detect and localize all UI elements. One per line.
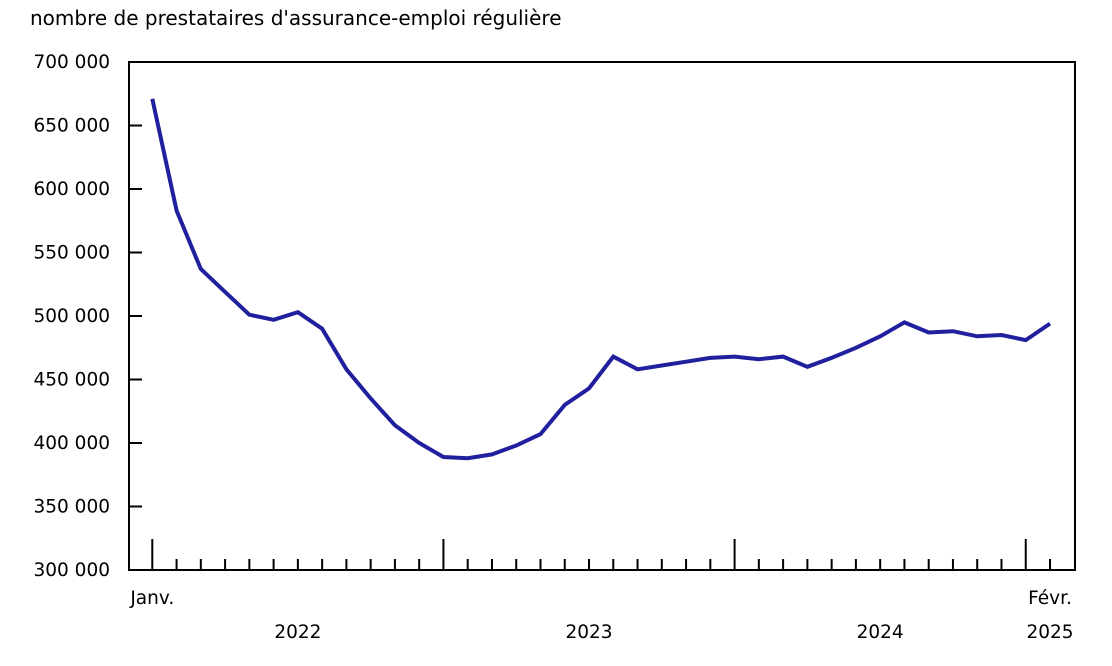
y-tick-label: 450 000 — [33, 370, 110, 391]
x-end-label: Févr. — [1028, 588, 1072, 609]
y-axis-ticks — [130, 124, 142, 508]
x-axis-ticks — [151, 539, 1051, 569]
y-tick-label: 400 000 — [33, 433, 110, 454]
year-label: 2023 — [565, 622, 612, 643]
y-tick-label: 700 000 — [33, 52, 110, 73]
y-tick-label: 350 000 — [33, 497, 110, 518]
year-label: 2024 — [857, 622, 904, 643]
plot-border — [128, 61, 1076, 571]
y-tick-label: 300 000 — [33, 560, 110, 581]
year-label: 2025 — [1026, 622, 1073, 643]
chart-title: nombre de prestataires d'assurance-emplo… — [30, 6, 562, 30]
y-tick-label: 550 000 — [33, 243, 110, 264]
y-axis-labels: 700 000 650 000 600 000 550 000 500 000 450 0… — [33, 52, 110, 581]
y-tick-label: 500 000 — [33, 306, 110, 327]
y-tick-label: 650 000 — [33, 116, 110, 137]
x-start-label: Janv. — [129, 588, 174, 609]
year-label: 2022 — [274, 622, 321, 643]
data-line — [150, 98, 1052, 461]
x-axis-labels: Janv. Févr. 2022 2023 2024 2025 — [129, 588, 1073, 643]
y-tick-label: 600 000 — [33, 179, 110, 200]
